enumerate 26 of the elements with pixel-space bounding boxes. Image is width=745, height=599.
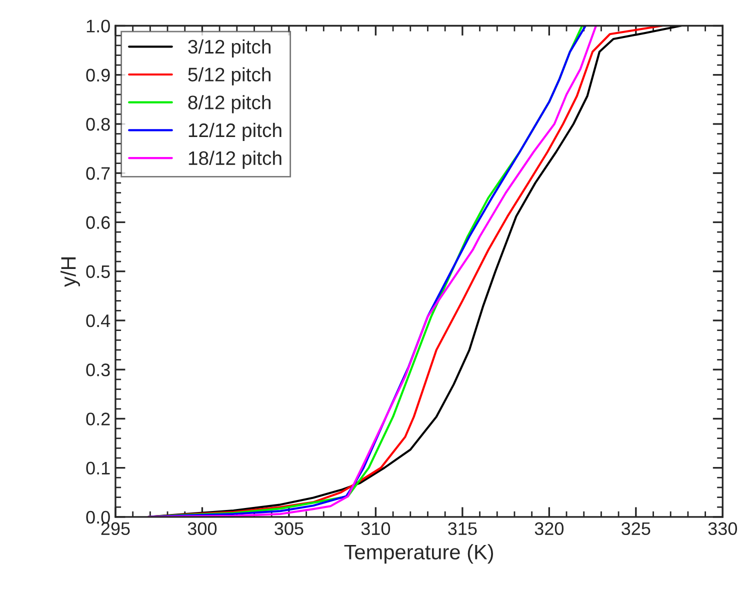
y-tick-label: 0.8	[86, 118, 110, 131]
y-tick-label: 0.2	[86, 412, 110, 426]
y-tick-label: 0.0	[86, 510, 110, 524]
x-tick-label: 305	[274, 522, 304, 536]
y-tick-label: 0.5	[86, 265, 110, 278]
y-tick-label: 1.0	[86, 20, 110, 32]
legend-label: 12/12 pitch	[188, 122, 282, 142]
x-tick-label: 330	[708, 522, 738, 536]
y-tick-label: 0.1	[86, 462, 110, 475]
x-tick-label: 310	[361, 522, 390, 536]
x-axis-title: Temperature (K)	[344, 544, 494, 564]
y-tick-label: 0.9	[86, 68, 110, 82]
legend-label: 8/12 pitch	[188, 95, 270, 114]
x-tick-label: 315	[448, 522, 477, 536]
y-tick-label: 0.3	[86, 364, 110, 376]
y-axis-title: y/H	[60, 257, 80, 287]
x-tick-label: 300	[188, 522, 217, 536]
legend-label: 18/12 pitch	[188, 150, 282, 169]
legend-label: 3/12 pitch	[188, 39, 270, 58]
y-tick-label: 0.7	[86, 167, 110, 180]
x-tick-label: 325	[622, 522, 650, 536]
y-tick-label: 0.4	[86, 314, 110, 328]
legend-label: 5/12 pitch	[188, 67, 270, 86]
y-tick-label: 0.6	[86, 216, 110, 229]
x-tick-label: 295	[101, 522, 130, 536]
x-tick-label: 320	[534, 522, 564, 536]
